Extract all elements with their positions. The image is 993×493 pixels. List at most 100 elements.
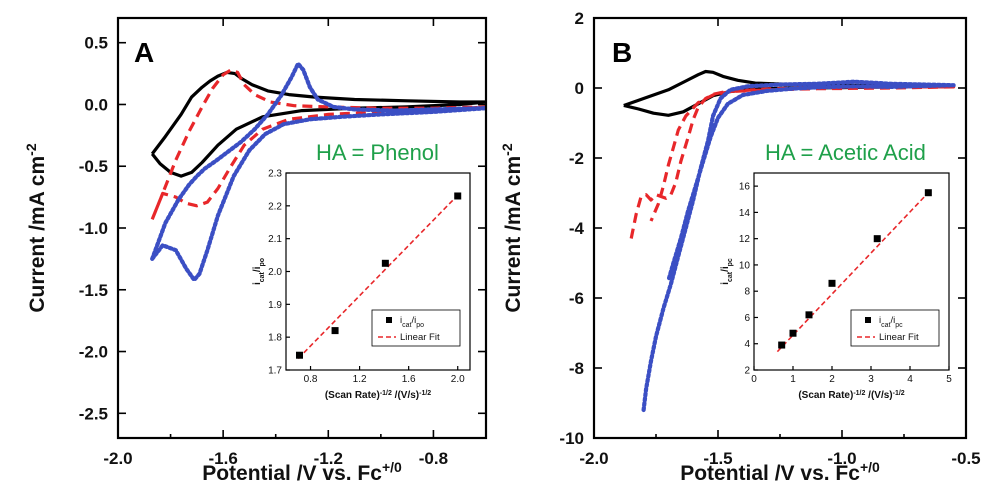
inset-y-title-sub2: pc	[727, 258, 734, 266]
y-tick-label: -4	[569, 219, 585, 238]
inset-y-tick-label: 12	[739, 234, 751, 245]
inset-y-tick-label: 2.0	[268, 267, 282, 278]
inset-x-tick-label: 2.0	[451, 374, 465, 385]
acid-annotation: HA = Acetic Acid	[765, 140, 926, 165]
x-axis-title: Potential /V vs. Fc+/0	[680, 459, 880, 485]
inset-data-point	[295, 351, 303, 359]
inset-y-tick-label: 2.1	[268, 234, 282, 245]
inset-y-tick-label: 6	[744, 313, 750, 324]
y-tick-label: 0.5	[84, 34, 108, 53]
inset-legend-box	[850, 309, 940, 347]
inset-x-tick-label: 0	[751, 374, 757, 385]
inset-data-point	[828, 279, 836, 287]
inset-y-title-sub2: po	[259, 258, 266, 267]
inset-data-point	[778, 341, 786, 349]
y-axis-title-sup: -2	[23, 143, 39, 156]
inset-x-title-tail: /(V/s)	[865, 390, 892, 401]
y-tick-label: -2	[569, 149, 584, 168]
inset-y-tick-label: 16	[739, 182, 751, 193]
inset-y-tick-label: 1.8	[268, 333, 282, 344]
inset-y-tick-label: 2	[744, 366, 750, 377]
inset-legend-point-marker	[865, 317, 871, 323]
y-axis-title-sup: -2	[499, 143, 515, 156]
inset-legend-points-label: icat/ipo	[400, 315, 424, 329]
legend-i: i	[879, 315, 881, 326]
y-tick-label: 2	[575, 9, 584, 28]
inset-data-point	[331, 327, 339, 335]
y-axis-title-main: Current /mA cm	[502, 156, 525, 313]
inset-x-title-main: (Scan Rate)	[325, 390, 380, 401]
inset-y-title-mid: /i	[252, 266, 263, 272]
legend-i: i	[400, 315, 402, 326]
inset-data-point	[381, 259, 389, 267]
inset-y-tick-label: 8	[744, 287, 750, 298]
inset-y-title-sub1: cat	[727, 271, 734, 282]
x-tick-label: -1.0	[827, 449, 856, 468]
y-axis-title: Current /mA cm-2	[23, 143, 49, 312]
cv-curve-solid	[150, 70, 486, 178]
inset-data-point	[924, 189, 932, 197]
inset-y-tick-label: 1.7	[268, 366, 282, 377]
inset-frame	[753, 172, 950, 371]
legend-sub2: po	[416, 322, 424, 329]
inset-x-tick-label: 2	[829, 374, 835, 385]
cv-curve-dashed	[629, 85, 956, 239]
y-tick-label: 0.0	[84, 95, 108, 114]
acid-annotation: HA = Phenol	[316, 140, 439, 165]
inset-legend-fit-label: Linear Fit	[879, 332, 919, 343]
inset-y-tick-label: 10	[739, 260, 751, 271]
y-axis-title: Current /mA cm-2	[499, 143, 525, 312]
inset-linear-fit-line	[297, 192, 461, 360]
y-tick-label: 0	[575, 79, 584, 98]
inset-legend-point-marker	[386, 317, 392, 323]
inset-x-title-main: (Scan Rate)	[798, 390, 853, 401]
inset-x-title-tail: /(V/s)	[392, 390, 419, 401]
panel-letter: A	[134, 37, 154, 68]
inset-x-tick-label: 4	[907, 374, 913, 385]
panel-letter: B	[612, 37, 632, 68]
x-axis-title-sup: +/0	[860, 459, 880, 475]
y-tick-label: -1.0	[79, 219, 108, 238]
inset-legend-box	[371, 309, 461, 347]
inset-y-axis-title: icat/ipo	[252, 258, 266, 285]
inset-x-tick-label: 0.8	[304, 374, 318, 385]
inset-data-point	[454, 192, 462, 200]
x-tick-label: -1.5	[703, 449, 732, 468]
inset-data-point	[805, 311, 813, 319]
x-axis-title-sup: +/0	[382, 459, 402, 475]
y-tick-label: -6	[569, 289, 584, 308]
inset-y-title-sub1: cat	[259, 271, 266, 282]
inset-x-axis-title: (Scan Rate)-1/2 /(V/s)-1/2	[325, 390, 431, 402]
inset-x-title-tail-sup: -1/2	[893, 390, 905, 397]
inset-x-tick-label: 1	[790, 374, 796, 385]
series-group	[150, 61, 486, 282]
x-axis-title-main: Potential /V vs. Fc	[202, 462, 382, 485]
series-group	[623, 69, 956, 413]
inset-x-title-tail-sup: -1/2	[419, 390, 431, 397]
inset-y-title-mid: /i	[720, 266, 731, 272]
inset-y-tick-label: 2.2	[268, 201, 282, 212]
x-tick-label: -2.0	[579, 449, 608, 468]
inset-data-point	[789, 329, 797, 337]
inset-y-title-i: i	[720, 282, 731, 285]
legend-sub1: cat	[402, 322, 411, 329]
legend-mid: /i	[411, 315, 416, 326]
inset-linear-fit-line	[776, 190, 931, 353]
y-tick-label: -0.5	[79, 157, 108, 176]
y-tick-label: -1.5	[79, 281, 108, 300]
inset-y-tick-label: 14	[739, 208, 751, 219]
inset-y-tick-label: 1.9	[268, 300, 282, 311]
inset-x-axis-title: (Scan Rate)-1/2 /(V/s)-1/2	[798, 390, 904, 402]
cv-curve-dotted	[641, 79, 956, 413]
x-tick-label: -0.5	[951, 449, 980, 468]
x-tick-label: -1.2	[314, 449, 343, 468]
x-axis-title: Potential /V vs. Fc+/0	[202, 459, 402, 485]
y-tick-label: -10	[559, 429, 584, 448]
inset-y-axis-title: icat/ipc	[720, 258, 734, 285]
inset-x-tick-label: 1.2	[353, 374, 367, 385]
inset-y-title-i: i	[252, 282, 263, 285]
legend-mid: /i	[890, 315, 895, 326]
